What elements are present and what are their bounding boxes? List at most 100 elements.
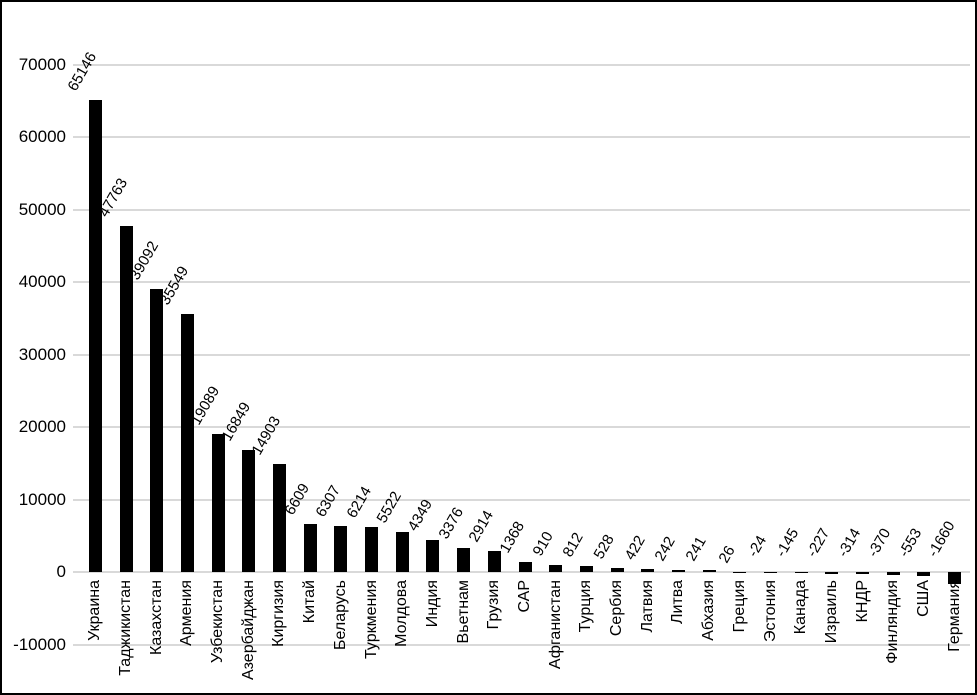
bar xyxy=(702,570,716,572)
bar-value-label: 65146 xyxy=(64,49,101,94)
bar xyxy=(886,572,900,575)
bar-value-label: 422 xyxy=(621,532,649,563)
bar xyxy=(180,314,194,572)
x-category-label: Сербия xyxy=(608,580,626,637)
x-category-label: Молдова xyxy=(393,580,411,647)
y-axis-tick xyxy=(73,571,80,573)
bar xyxy=(487,550,501,572)
y-tick-label: 10000 xyxy=(18,489,66,509)
y-axis-tick xyxy=(73,353,80,356)
bar xyxy=(764,572,778,573)
x-category-label: Абхазия xyxy=(700,580,718,641)
x-category-label: Израиль xyxy=(822,580,840,644)
x-category-label: Армения xyxy=(178,580,196,646)
x-category-label: Беларусь xyxy=(331,580,349,650)
bar-value-label: 6307 xyxy=(312,482,344,521)
x-category-label: Узбекистан xyxy=(209,580,227,664)
bar xyxy=(88,99,102,572)
bar-value-label: 26 xyxy=(715,542,739,566)
bar-value-label: 6214 xyxy=(343,483,375,521)
x-category-label: САР xyxy=(516,580,533,613)
bar-value-label: 241 xyxy=(682,534,710,565)
y-axis-tick xyxy=(73,498,80,501)
y-axis-tick xyxy=(73,208,80,211)
y-tick-label: 0 xyxy=(56,562,66,581)
bar xyxy=(150,288,164,572)
bar xyxy=(579,566,593,572)
bar xyxy=(457,547,471,572)
y-gridline xyxy=(80,643,970,646)
x-category-label: Турция xyxy=(577,580,595,633)
bar xyxy=(549,565,563,572)
y-gridline xyxy=(80,571,970,573)
y-tick-label: 50000 xyxy=(18,199,66,219)
x-category-label: Латвия xyxy=(638,580,656,633)
bar xyxy=(641,568,655,572)
bar-value-label: 812 xyxy=(559,529,588,561)
bar xyxy=(334,526,348,572)
x-category-label: Литва xyxy=(669,580,687,624)
y-tick-label: 60000 xyxy=(18,127,66,146)
x-category-label: Греция xyxy=(730,580,748,633)
bar-value-label: -24 xyxy=(744,532,770,560)
bar-value-label: -145 xyxy=(772,525,803,560)
y-gridline xyxy=(80,281,970,283)
y-axis-tick xyxy=(73,63,80,66)
bar xyxy=(518,562,532,572)
bar xyxy=(825,572,839,574)
x-category-label: Таджикистан xyxy=(117,580,135,676)
bar-value-label: 242 xyxy=(651,534,680,565)
x-category-label: Вьетнам xyxy=(454,580,472,644)
bar xyxy=(610,568,624,572)
y-tick-label: 30000 xyxy=(18,344,66,364)
bar xyxy=(856,572,870,575)
y-gridline xyxy=(80,353,970,356)
bar xyxy=(671,570,685,572)
x-category-label: Киргизия xyxy=(270,580,288,647)
x-category-label: Афганистан xyxy=(546,580,564,670)
y-axis-tick xyxy=(73,426,80,428)
x-category-label: Азербайджан xyxy=(239,580,257,681)
bar-value-label: 35549 xyxy=(156,263,193,309)
bar xyxy=(272,463,286,572)
bar xyxy=(733,571,747,573)
bar-value-label: 14903 xyxy=(249,413,285,458)
y-tick-label: 40000 xyxy=(18,272,66,291)
x-category-label: Германия xyxy=(945,580,963,652)
bar-value-label: 2914 xyxy=(465,507,498,545)
y-gridline xyxy=(80,426,970,428)
x-category-label: Казахстан xyxy=(147,580,165,655)
bar xyxy=(395,531,409,572)
bar-value-label: -314 xyxy=(834,525,864,560)
y-axis-tick xyxy=(73,136,80,138)
bar xyxy=(917,572,931,576)
y-gridline xyxy=(80,136,970,138)
bar xyxy=(426,540,440,572)
bar-value-label: 16849 xyxy=(218,399,254,444)
y-axis-tick xyxy=(73,281,80,283)
y-tick-label: 20000 xyxy=(18,417,66,436)
bar xyxy=(365,526,379,572)
bar xyxy=(948,572,962,585)
bar-value-label: -553 xyxy=(895,525,926,560)
bar-value-label: 5522 xyxy=(373,488,406,526)
bar-value-label: -1660 xyxy=(924,518,959,560)
y-gridline xyxy=(80,208,970,211)
bar xyxy=(794,572,808,574)
y-gridline xyxy=(80,63,970,66)
bar-value-label: 528 xyxy=(590,531,618,563)
x-category-label: Украина xyxy=(86,580,104,641)
bar-value-label: 910 xyxy=(529,529,557,560)
bar-value-label: 4349 xyxy=(404,497,436,535)
x-category-label: Финляндия xyxy=(884,580,902,664)
x-category-label: США xyxy=(914,580,932,617)
y-axis-tick xyxy=(73,643,80,646)
bar xyxy=(211,433,225,572)
bar-value-label: -370 xyxy=(864,525,895,560)
bar-value-label: -227 xyxy=(803,525,834,560)
y-tick-label: 70000 xyxy=(18,54,66,74)
bar-value-label: 3376 xyxy=(435,504,467,542)
bar xyxy=(119,225,133,572)
x-category-label: Индия xyxy=(423,580,441,628)
